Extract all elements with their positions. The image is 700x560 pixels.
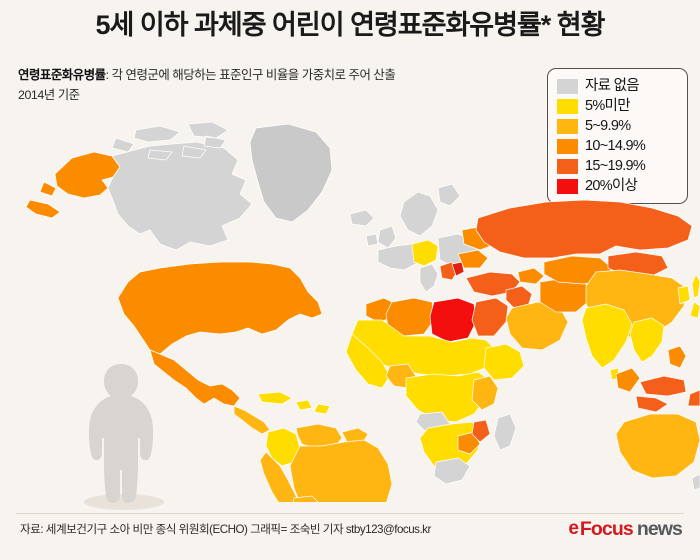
region-brazil: [289, 439, 393, 502]
region-bolivia: [292, 495, 319, 502]
legend-swatch-10-to-14: [557, 138, 578, 154]
region-usa: [117, 261, 323, 355]
legend-swatch-15-to-19: [557, 158, 578, 174]
footer-source-text: 자료: 세계보건기구 소아 비만 종식 위원회(ECHO) 그래픽= 조숙빈 기…: [20, 523, 431, 536]
region-alaska: [25, 151, 121, 219]
page-title: 5세 이하 과체중 어린이 연령표준화유병률* 현황: [95, 10, 606, 40]
title-bar: 5세 이하 과체중 어린이 연령표준화유병률* 현황: [0, 10, 700, 41]
region-central-america: [233, 405, 271, 435]
subtitle-block: 연령표준화유병률: 각 연령군에 해당하는 표준인구 비율을 가중치로 주어 산…: [18, 65, 528, 106]
region-peru: [259, 451, 300, 502]
region-scandinavia: [399, 183, 461, 237]
region-se-asia: [629, 317, 665, 363]
legend-item-5-to-9: 5~9.9%: [557, 116, 679, 136]
region-libya: [429, 297, 477, 343]
legend-item-10-to-14: 10~14.9%: [557, 136, 679, 156]
region-italy: [419, 263, 439, 293]
region-horn-africa: [483, 343, 525, 381]
brand-name-news: news: [636, 518, 683, 540]
region-zimbabwe: [457, 431, 481, 455]
legend-label-10-to-14: 10~14.9%: [585, 137, 646, 154]
region-west-africa: [345, 333, 391, 389]
world-map: [0, 122, 700, 502]
subtitle-basis-year: 2014년 기준: [18, 88, 80, 103]
region-british-isles: [365, 225, 397, 249]
footer-divider: [16, 513, 684, 514]
region-mozambique: [471, 419, 491, 443]
region-mexico: [149, 349, 241, 407]
brand-logo[interactable]: e Focus news: [568, 518, 683, 540]
region-west-europe: [377, 243, 421, 271]
region-korea: [677, 285, 691, 305]
subtitle-definition: : 각 연령군에 해당하는 표준인구 비율을 가중치로 주어 산출: [105, 68, 396, 82]
legend-item-no-data: 자료 없음: [557, 76, 679, 96]
legend-label-under-5: 5%미만: [585, 97, 631, 114]
legend-swatch-5-to-9: [557, 118, 578, 134]
region-romania: [457, 249, 489, 269]
subtitle-term: 연령표준화유병률: [18, 68, 106, 82]
region-canada: [107, 141, 253, 251]
region-iceland: [349, 209, 375, 227]
legend-item-20-plus: 20%이상: [557, 176, 679, 196]
legend-label-20-plus: 20%이상: [585, 177, 638, 194]
brand-name-focus: Focus: [579, 518, 634, 540]
region-algeria: [385, 297, 435, 337]
legend-swatch-no-data: [557, 78, 578, 94]
region-egypt: [471, 297, 509, 337]
region-russia: [475, 199, 693, 259]
world-map-svg: [25, 122, 700, 502]
region-mongolia: [607, 251, 669, 277]
region-japan: [689, 273, 700, 319]
region-caribbean: [257, 391, 331, 415]
legend-swatch-20-plus: [557, 178, 578, 194]
legend-label-5-to-9: 5~9.9%: [585, 117, 631, 134]
region-india: [581, 303, 633, 369]
region-greenland: [249, 123, 333, 223]
region-png: [687, 389, 700, 407]
legend-item-under-5: 5%미만: [557, 96, 679, 116]
legend-label-15-to-19: 15~19.9%: [585, 157, 646, 174]
legend: 자료 없음 5%미만 5~9.9% 10~14.9% 15~19.9% 20%이…: [547, 68, 688, 204]
region-east-africa: [471, 375, 499, 411]
legend-swatch-under-5: [557, 98, 578, 114]
region-caucasus: [517, 267, 545, 285]
region-canada-arctic: [111, 122, 229, 161]
focus-e-mark-icon: e: [568, 518, 579, 540]
region-sumatra: [615, 367, 641, 393]
legend-label-no-data: 자료 없음: [585, 77, 640, 94]
region-philippines: [667, 345, 687, 369]
region-new-zealand: [691, 473, 700, 491]
region-australia: [615, 413, 700, 479]
region-central-europe: [411, 239, 439, 267]
legend-item-15-to-19: 15~19.9%: [557, 156, 679, 176]
region-madagascar: [493, 413, 517, 451]
region-south-africa: [433, 457, 471, 485]
region-balkans-red: [451, 261, 465, 277]
region-indonesia: [635, 375, 687, 413]
